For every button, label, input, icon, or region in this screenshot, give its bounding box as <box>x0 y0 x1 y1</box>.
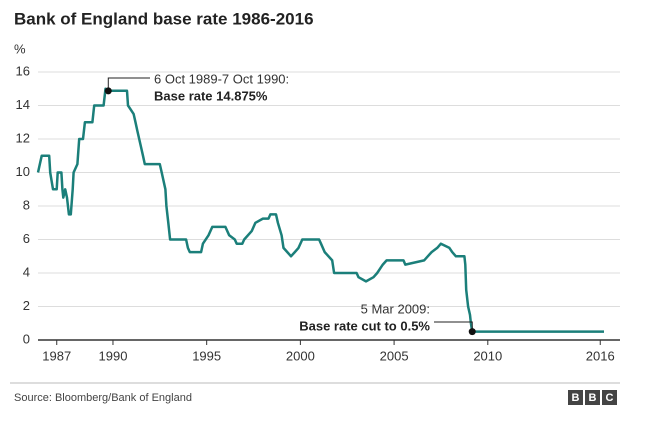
y-tick-label: 14 <box>16 97 30 112</box>
x-tick-label: 1987 <box>42 348 71 363</box>
chart-title: Bank of England base rate 1986-2016 <box>14 9 314 28</box>
y-tick-label: 4 <box>23 264 30 279</box>
y-tick-label: 16 <box>16 63 30 78</box>
annotation-dot <box>104 87 112 95</box>
logo-box <box>585 390 600 405</box>
annotation-text: Base rate 14.875% <box>154 88 268 103</box>
logo-letter: C <box>606 392 614 404</box>
source: Source: Bloomberg/Bank of England <box>14 392 192 404</box>
y-tick-label: 6 <box>23 231 30 246</box>
y-axis-label: % <box>14 41 26 56</box>
y-tick-label: 10 <box>16 164 30 179</box>
annotation-text: 6 Oct 1989-7 Oct 1990: <box>154 71 289 86</box>
x-tick-label: 2016 <box>586 348 615 363</box>
annotation-text: Base rate cut to 0.5% <box>299 318 430 333</box>
x-tick-label: 2005 <box>380 348 409 363</box>
y-tick-label: 2 <box>23 298 30 313</box>
annotation-text: 5 Mar 2009: <box>361 301 430 316</box>
x-tick-label: 1995 <box>192 348 221 363</box>
y-tick-label: 0 <box>23 331 30 346</box>
y-tick-label: 12 <box>16 130 30 145</box>
x-tick-label: 2010 <box>473 348 502 363</box>
logo-box <box>602 390 617 405</box>
y-tick-label: 8 <box>23 197 30 212</box>
annotation-leader <box>107 77 150 91</box>
annotation-leader <box>434 321 473 332</box>
logo-box <box>568 390 583 405</box>
logo-letter: B <box>589 392 597 404</box>
line <box>36 87 604 333</box>
x-tick-label: 1990 <box>99 348 128 363</box>
annotation-dot <box>468 328 476 336</box>
logo-letter: B <box>572 392 580 404</box>
x-tick-label: 2000 <box>286 348 315 363</box>
